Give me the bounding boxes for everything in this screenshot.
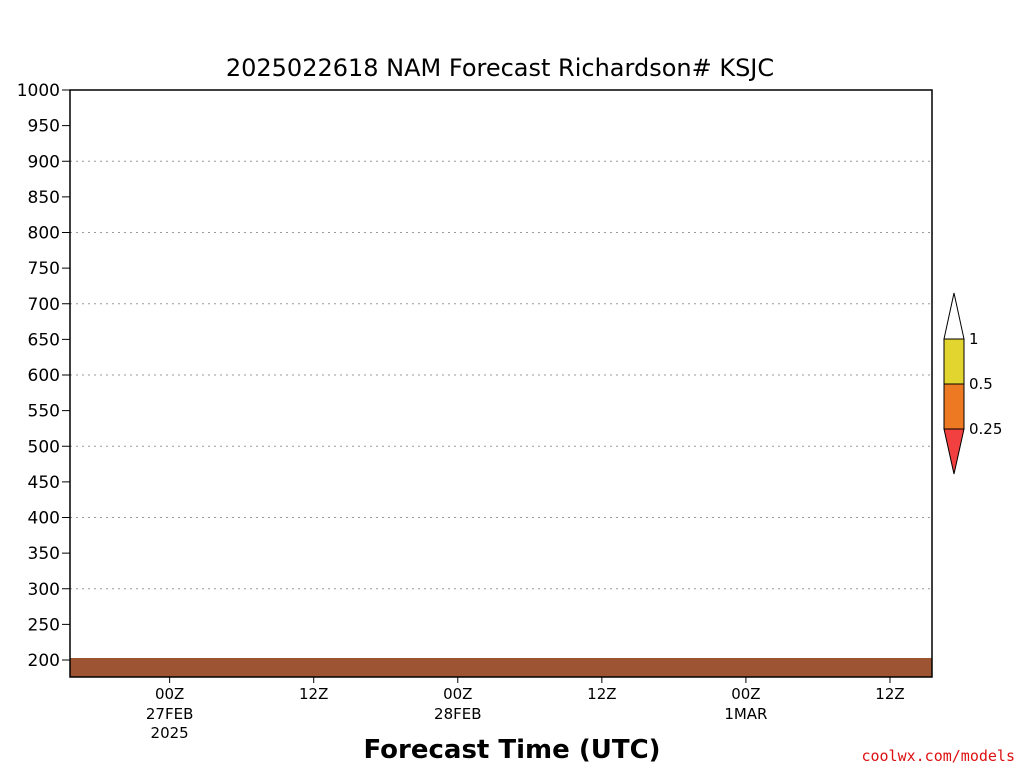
x-tick-year: 2025 — [151, 724, 189, 742]
y-tick-label: 850 — [28, 188, 60, 208]
y-tick-label: 300 — [28, 580, 60, 600]
y-tick-label: 400 — [28, 509, 60, 529]
grid-lines — [70, 89, 932, 590]
y-axis-ticks: 200 250 300 350 400 450 500 550 600 650 700 750 800 8… — [17, 81, 70, 671]
x-tick-label: 00Z — [155, 685, 184, 703]
y-tick-label: 1000 — [17, 81, 60, 101]
y-tick-label: 900 — [28, 152, 60, 172]
y-tick-label: 600 — [28, 366, 60, 386]
y-tick-label: 950 — [28, 117, 60, 137]
x-axis-label: Forecast Time (UTC) — [363, 735, 660, 765]
y-tick-label: 500 — [28, 437, 60, 457]
y-tick-label: 200 — [28, 651, 60, 671]
colorbar-bottom-triangle — [943, 428, 965, 475]
credit-text: coolwx.com/models — [861, 747, 1015, 765]
x-tick-date: 27FEB — [146, 705, 193, 723]
y-tick-label: 350 — [28, 544, 60, 564]
chart-title: 2025022618 NAM Forecast Richardson# KSJC — [226, 54, 774, 82]
y-tick-label: 700 — [28, 295, 60, 315]
colorbar-yellow-segment — [943, 338, 965, 385]
y-tick-label: 650 — [28, 330, 60, 350]
colorbar-label: 0.5 — [969, 375, 993, 393]
y-tick-label: 800 — [28, 224, 60, 244]
x-tick-date: 1MAR — [724, 705, 767, 723]
plot-frame — [69, 89, 933, 678]
x-tick-label: 12Z — [587, 685, 616, 703]
x-tick-label: 00Z — [731, 685, 760, 703]
colorbar-label: 0.25 — [969, 420, 1002, 438]
y-tick-label: 550 — [28, 402, 60, 422]
x-tick-date: 28FEB — [434, 705, 481, 723]
colorbar-legend: 1 0.5 0.25 — [943, 292, 1002, 475]
y-tick-label: 250 — [28, 615, 60, 635]
y-tick-label: 750 — [28, 259, 60, 279]
x-tick-label: 00Z — [443, 685, 472, 703]
ground-layer — [70, 658, 932, 677]
y-tick-label: 450 — [28, 473, 60, 493]
colorbar-label: 1 — [969, 330, 979, 348]
x-tick-label: 12Z — [875, 685, 904, 703]
colorbar-top-triangle — [943, 292, 965, 340]
colorbar-orange-segment — [943, 383, 965, 430]
x-tick-label: 12Z — [299, 685, 328, 703]
